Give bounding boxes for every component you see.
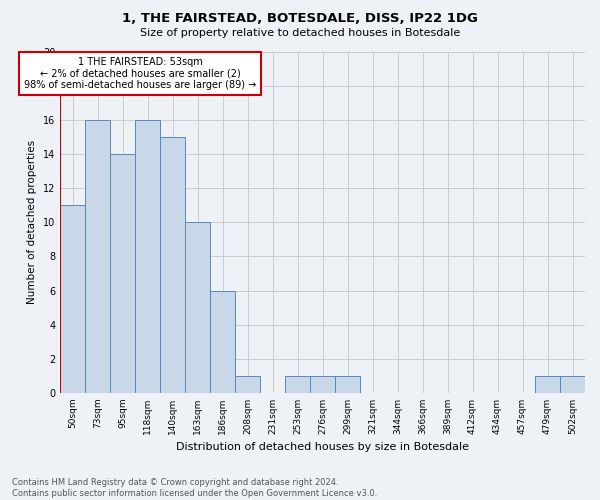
Text: 1, THE FAIRSTEAD, BOTESDALE, DISS, IP22 1DG: 1, THE FAIRSTEAD, BOTESDALE, DISS, IP22 …: [122, 12, 478, 26]
Bar: [135, 120, 160, 393]
Text: 1 THE FAIRSTEAD: 53sqm
← 2% of detached houses are smaller (2)
98% of semi-detac: 1 THE FAIRSTEAD: 53sqm ← 2% of detached …: [24, 56, 256, 90]
X-axis label: Distribution of detached houses by size in Botesdale: Distribution of detached houses by size …: [176, 442, 469, 452]
Bar: [310, 376, 335, 393]
Bar: [235, 376, 260, 393]
Bar: [285, 376, 310, 393]
Bar: [110, 154, 135, 393]
Bar: [535, 376, 560, 393]
Bar: [335, 376, 360, 393]
Bar: [60, 205, 85, 393]
Bar: [210, 290, 235, 393]
Bar: [85, 120, 110, 393]
Text: Size of property relative to detached houses in Botesdale: Size of property relative to detached ho…: [140, 28, 460, 38]
Text: Contains HM Land Registry data © Crown copyright and database right 2024.
Contai: Contains HM Land Registry data © Crown c…: [12, 478, 377, 498]
Bar: [160, 137, 185, 393]
Bar: [560, 376, 585, 393]
Y-axis label: Number of detached properties: Number of detached properties: [28, 140, 37, 304]
Bar: [185, 222, 210, 393]
